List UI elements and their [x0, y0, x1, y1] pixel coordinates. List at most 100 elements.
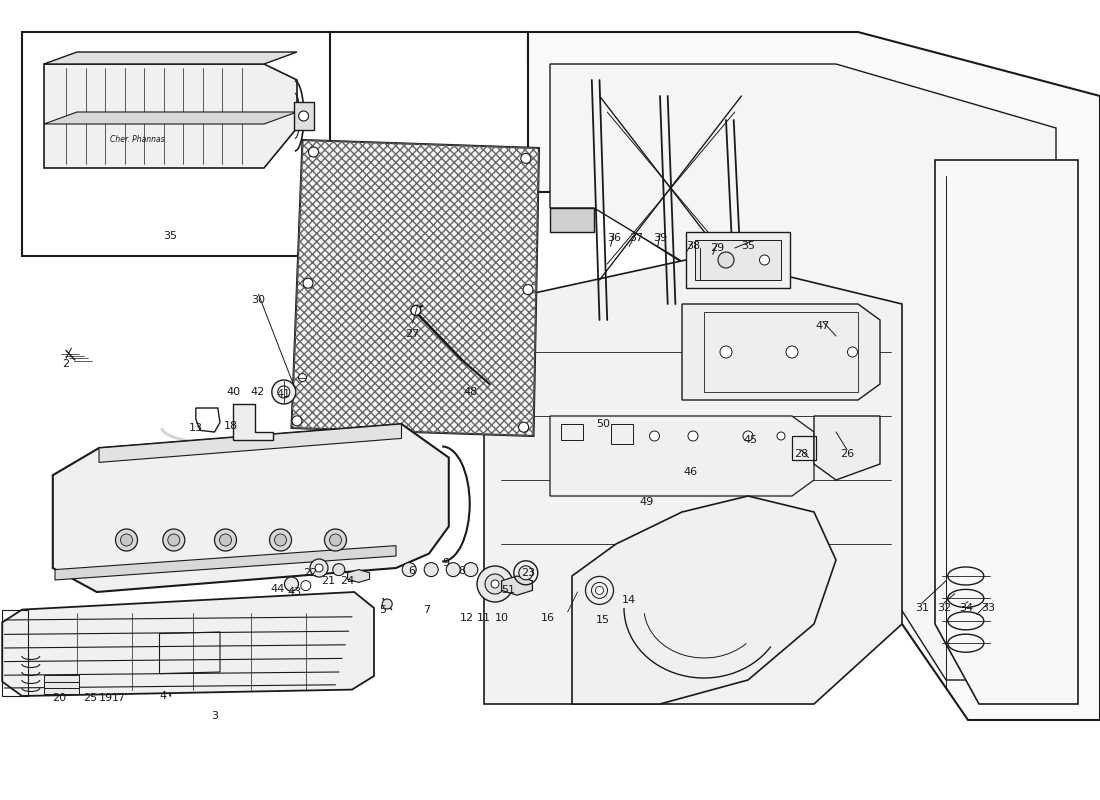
Circle shape — [759, 255, 770, 265]
Text: 11: 11 — [477, 613, 491, 622]
Circle shape — [382, 599, 393, 609]
Polygon shape — [528, 32, 1100, 720]
Text: 35: 35 — [741, 242, 755, 251]
Circle shape — [270, 529, 292, 551]
Circle shape — [116, 529, 138, 551]
Circle shape — [214, 529, 236, 551]
Polygon shape — [55, 546, 396, 580]
Text: 33: 33 — [981, 603, 994, 613]
Polygon shape — [44, 682, 79, 688]
Circle shape — [485, 574, 505, 594]
Circle shape — [720, 346, 732, 358]
Circle shape — [742, 431, 754, 441]
Text: 15: 15 — [596, 615, 609, 625]
Circle shape — [522, 285, 534, 294]
Circle shape — [275, 534, 286, 546]
Circle shape — [121, 534, 132, 546]
Circle shape — [425, 562, 438, 577]
Text: 38: 38 — [686, 242, 700, 251]
Circle shape — [786, 346, 798, 358]
Polygon shape — [935, 160, 1078, 704]
Text: 6: 6 — [408, 566, 415, 576]
Text: 29: 29 — [711, 243, 724, 253]
Text: 35: 35 — [164, 231, 177, 241]
Text: 4: 4 — [160, 691, 166, 701]
Polygon shape — [143, 672, 187, 688]
Text: 32: 32 — [937, 603, 950, 613]
Circle shape — [324, 529, 346, 551]
Circle shape — [464, 562, 477, 577]
Polygon shape — [44, 112, 297, 124]
Circle shape — [477, 566, 513, 602]
Polygon shape — [2, 592, 374, 696]
Text: 21: 21 — [321, 576, 334, 586]
Circle shape — [847, 347, 858, 357]
Polygon shape — [22, 32, 330, 256]
Polygon shape — [44, 675, 79, 682]
Polygon shape — [44, 52, 297, 64]
Text: 36: 36 — [607, 234, 620, 243]
Circle shape — [518, 422, 529, 432]
Polygon shape — [294, 102, 313, 130]
Text: 22: 22 — [304, 568, 317, 578]
Circle shape — [310, 559, 328, 577]
Polygon shape — [686, 232, 790, 288]
Text: eurospares: eurospares — [703, 310, 881, 362]
Text: 48: 48 — [464, 387, 477, 397]
Polygon shape — [695, 240, 781, 280]
Text: 24: 24 — [341, 576, 354, 586]
Text: eurospares: eurospares — [153, 438, 331, 490]
Circle shape — [292, 416, 302, 426]
Circle shape — [315, 564, 323, 572]
Circle shape — [285, 577, 298, 591]
Circle shape — [333, 563, 344, 576]
Text: 34: 34 — [959, 603, 972, 613]
Circle shape — [649, 431, 660, 441]
Text: 41: 41 — [277, 389, 290, 398]
Circle shape — [330, 534, 341, 546]
Circle shape — [718, 252, 734, 268]
Circle shape — [302, 278, 313, 288]
Circle shape — [777, 432, 785, 440]
Circle shape — [595, 586, 604, 594]
Polygon shape — [44, 688, 79, 694]
Text: 12: 12 — [460, 613, 473, 622]
Polygon shape — [682, 304, 880, 400]
Polygon shape — [550, 208, 594, 232]
Polygon shape — [53, 424, 449, 592]
Polygon shape — [550, 416, 814, 496]
Text: 5: 5 — [379, 605, 386, 614]
Polygon shape — [44, 64, 297, 168]
Text: 20: 20 — [53, 693, 66, 702]
Text: 51: 51 — [502, 586, 515, 595]
Circle shape — [491, 580, 499, 588]
Circle shape — [298, 374, 307, 382]
Circle shape — [520, 154, 531, 163]
Text: 30: 30 — [252, 295, 265, 305]
Text: 10: 10 — [495, 613, 508, 622]
Text: 37: 37 — [629, 234, 642, 243]
Text: 23: 23 — [521, 568, 535, 578]
Text: 43: 43 — [288, 587, 301, 597]
Text: 42: 42 — [251, 387, 264, 397]
Text: 44: 44 — [271, 584, 284, 594]
Polygon shape — [502, 576, 532, 595]
Text: 49: 49 — [640, 498, 653, 507]
Circle shape — [278, 386, 289, 398]
Text: eurospares: eurospares — [483, 374, 661, 426]
Text: 14: 14 — [623, 595, 636, 605]
Text: 46: 46 — [684, 467, 697, 477]
Polygon shape — [348, 570, 370, 582]
Text: 8: 8 — [459, 566, 465, 576]
Text: 13: 13 — [189, 423, 202, 433]
Polygon shape — [233, 404, 273, 440]
Circle shape — [163, 529, 185, 551]
Text: 28: 28 — [794, 450, 807, 459]
Polygon shape — [550, 64, 1056, 680]
Circle shape — [308, 147, 319, 157]
Text: 2: 2 — [63, 359, 69, 369]
Polygon shape — [572, 496, 836, 704]
Circle shape — [688, 431, 698, 441]
Text: 31: 31 — [915, 603, 928, 613]
Circle shape — [168, 534, 179, 546]
